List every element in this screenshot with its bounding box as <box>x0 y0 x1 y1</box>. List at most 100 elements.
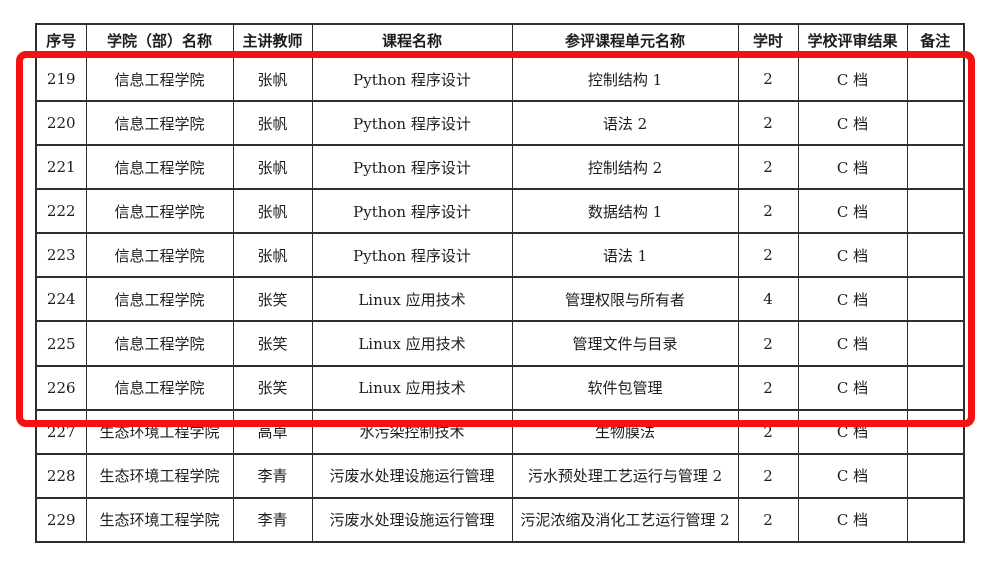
cell-unit: 控制结构 2 <box>511 144 739 191</box>
cell-college: 生态环境工程学院 <box>85 496 234 544</box>
cell-unit: 污泥浓缩及消化工艺运行管理 2 <box>511 496 739 544</box>
column-header-hours: 学时 <box>737 23 799 58</box>
cell-college: 信息工程学院 <box>85 144 234 191</box>
cell-unit: 语法 1 <box>511 232 739 279</box>
column-header-unit: 参评课程单元名称 <box>511 23 739 58</box>
cell-unit: 生物膜法 <box>511 408 739 455</box>
cell-teacher: 高卓 <box>232 408 313 455</box>
table-row: 224 信息工程学院 张笑 Linux 应用技术 管理权限与所有者 4 C 档 <box>35 276 965 323</box>
column-header-result: 学校评审结果 <box>797 23 908 58</box>
cell-teacher: 张帆 <box>232 232 313 279</box>
cell-remark <box>906 320 965 367</box>
cell-result: C 档 <box>797 320 908 367</box>
cell-course: Linux 应用技术 <box>311 320 513 367</box>
cell-index: 226 <box>35 364 87 411</box>
cell-college: 信息工程学院 <box>85 232 234 279</box>
cell-unit: 控制结构 1 <box>511 55 739 103</box>
cell-index: 222 <box>35 188 87 235</box>
cell-remark <box>906 55 965 103</box>
cell-course: Python 程序设计 <box>311 232 513 279</box>
cell-hours: 2 <box>737 408 799 455</box>
cell-hours: 2 <box>737 452 799 499</box>
cell-remark <box>906 276 965 323</box>
column-header-remark: 备注 <box>906 23 965 58</box>
cell-unit: 语法 2 <box>511 100 739 147</box>
cell-result: C 档 <box>797 364 908 411</box>
column-header-course: 课程名称 <box>311 23 513 58</box>
column-header-teacher: 主讲教师 <box>232 23 313 58</box>
cell-hours: 2 <box>737 496 799 544</box>
cell-college: 信息工程学院 <box>85 364 234 411</box>
cell-remark <box>906 364 965 411</box>
cell-teacher: 张帆 <box>232 144 313 191</box>
cell-index: 229 <box>35 496 87 544</box>
cell-index: 221 <box>35 144 87 191</box>
cell-hours: 2 <box>737 364 799 411</box>
cell-index: 223 <box>35 232 87 279</box>
table-header: 序号 学院（部）名称 主讲教师 课程名称 参评课程单元名称 学时 学校评审结果 备注 <box>35 23 965 58</box>
cell-remark <box>906 144 965 191</box>
cell-course: 污废水处理设施运行管理 <box>311 496 513 544</box>
cell-remark <box>906 496 965 544</box>
cell-unit: 管理文件与目录 <box>511 320 739 367</box>
cell-index: 219 <box>35 55 87 103</box>
cell-result: C 档 <box>797 188 908 235</box>
header-row: 序号 学院（部）名称 主讲教师 课程名称 参评课程单元名称 学时 学校评审结果 备注 <box>35 23 965 58</box>
cell-remark <box>906 452 965 499</box>
cell-college: 信息工程学院 <box>85 276 234 323</box>
cell-index: 228 <box>35 452 87 499</box>
cell-remark <box>906 188 965 235</box>
cell-index: 224 <box>35 276 87 323</box>
cell-index: 227 <box>35 408 87 455</box>
cell-teacher: 张笑 <box>232 276 313 323</box>
cell-result: C 档 <box>797 496 908 544</box>
cell-remark <box>906 100 965 147</box>
cell-course: 水污染控制技术 <box>311 408 513 455</box>
cell-remark <box>906 408 965 455</box>
cell-teacher: 李青 <box>232 452 313 499</box>
cell-teacher: 张帆 <box>232 100 313 147</box>
cell-teacher: 张笑 <box>232 320 313 367</box>
course-review-table: 序号 学院（部）名称 主讲教师 课程名称 参评课程单元名称 学时 学校评审结果 备注 219 信… <box>35 23 965 544</box>
cell-course: 污废水处理设施运行管理 <box>311 452 513 499</box>
cell-teacher: 张帆 <box>232 55 313 103</box>
cell-result: C 档 <box>797 408 908 455</box>
cell-unit: 数据结构 1 <box>511 188 739 235</box>
cell-course: Linux 应用技术 <box>311 364 513 411</box>
cell-result: C 档 <box>797 55 908 103</box>
cell-result: C 档 <box>797 144 908 191</box>
column-header-college: 学院（部）名称 <box>85 23 234 58</box>
cell-course: Python 程序设计 <box>311 100 513 147</box>
cell-college: 信息工程学院 <box>85 55 234 103</box>
cell-result: C 档 <box>797 232 908 279</box>
cell-remark <box>906 232 965 279</box>
cell-college: 信息工程学院 <box>85 188 234 235</box>
cell-hours: 4 <box>737 276 799 323</box>
cell-result: C 档 <box>797 276 908 323</box>
cell-unit: 软件包管理 <box>511 364 739 411</box>
table-row: 227 生态环境工程学院 高卓 水污染控制技术 生物膜法 2 C 档 <box>35 408 965 455</box>
cell-teacher: 张笑 <box>232 364 313 411</box>
cell-teacher: 李青 <box>232 496 313 544</box>
cell-course: Python 程序设计 <box>311 55 513 103</box>
cell-college: 信息工程学院 <box>85 100 234 147</box>
cell-college: 生态环境工程学院 <box>85 452 234 499</box>
cell-index: 220 <box>35 100 87 147</box>
cell-course: Linux 应用技术 <box>311 276 513 323</box>
cell-result: C 档 <box>797 100 908 147</box>
column-header-index: 序号 <box>35 23 87 58</box>
cell-hours: 2 <box>737 144 799 191</box>
cell-college: 信息工程学院 <box>85 320 234 367</box>
cell-hours: 2 <box>737 100 799 147</box>
table-row: 226 信息工程学院 张笑 Linux 应用技术 软件包管理 2 C 档 <box>35 364 965 411</box>
cell-unit: 污水预处理工艺运行与管理 2 <box>511 452 739 499</box>
cell-college: 生态环境工程学院 <box>85 408 234 455</box>
cell-course: Python 程序设计 <box>311 188 513 235</box>
